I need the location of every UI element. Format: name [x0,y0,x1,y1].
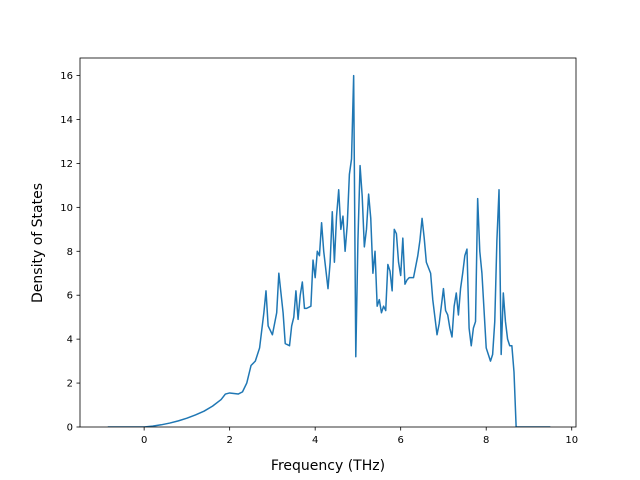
y-tick-label-4: 4 [67,335,73,346]
y-tick-label-16: 16 [60,71,73,82]
y-tick-label-6: 6 [67,291,73,302]
y-tick-label-0: 0 [67,423,73,434]
y-tick-label-2: 2 [67,379,73,390]
x-tick-label-8: 8 [483,435,489,446]
x-axis-label: Frequency (THz) [271,458,385,474]
x-tick-label-2: 2 [226,435,232,446]
axes-frame [79,57,577,428]
plot-area [107,74,551,427]
y-tick-label-12: 12 [60,159,73,170]
y-tick-label-8: 8 [67,247,73,258]
y-axis-label: Density of States [30,183,46,303]
y-tick-label-14: 14 [60,115,73,126]
axes: 0 2 4 6 8 10 0 2 4 6 8 10 12 14 16 [60,57,578,446]
x-tick-label-6: 6 [398,435,404,446]
y-tick-label-10: 10 [60,203,73,214]
series-line-0 [107,74,551,427]
x-tick-label-4: 4 [312,435,318,446]
x-tick-label-0: 0 [141,435,147,446]
x-tick-label-10: 10 [565,435,578,446]
